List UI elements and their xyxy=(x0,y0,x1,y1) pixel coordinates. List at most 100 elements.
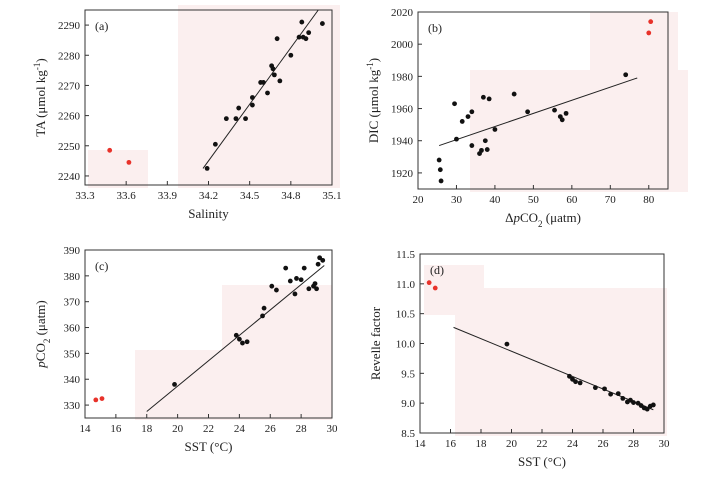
data-point xyxy=(312,281,318,286)
data-point xyxy=(306,286,312,292)
data-point xyxy=(437,167,443,173)
x-tick-label: 34.5 xyxy=(240,190,260,202)
data-point xyxy=(563,110,569,116)
data-point xyxy=(454,136,459,142)
x-tick-label: 20 xyxy=(506,438,518,450)
data-point xyxy=(623,72,629,78)
data-point xyxy=(469,109,475,115)
data-point xyxy=(465,114,471,119)
data-point xyxy=(525,109,531,115)
y-tick-label: 340 xyxy=(64,374,81,386)
x-tick-label: 50 xyxy=(528,194,540,206)
x-tick-label: 16 xyxy=(110,423,122,435)
data-point xyxy=(260,313,265,319)
red-data-point xyxy=(646,30,652,36)
y-tick-label: 380 xyxy=(64,271,81,283)
y-tick-label: 10.5 xyxy=(396,309,416,321)
data-point xyxy=(320,257,326,263)
red-data-point xyxy=(432,285,438,291)
data-point xyxy=(303,36,309,42)
data-point xyxy=(261,305,267,311)
x-axis-title: ΔpCO2 (μatm) xyxy=(505,210,581,229)
data-point xyxy=(250,95,255,100)
x-axis-title: Salinity xyxy=(188,206,229,221)
panel-c: 14 16 18 20 22 24 26 28 30 330 340 350 360 370 380 390 (… xyxy=(33,245,338,454)
y-axis-title: DIC (μmol kg-1) xyxy=(365,58,381,143)
x-tick-label: 20 xyxy=(172,423,184,435)
y-tick-label: 390 xyxy=(64,245,81,257)
data-point xyxy=(244,339,250,345)
y-tick-label: 2270 xyxy=(58,80,81,92)
x-tick-label: 28 xyxy=(296,423,308,435)
x-tick-label: 40 xyxy=(489,194,501,206)
x-tick-label: 14 xyxy=(80,423,92,435)
y-tick-label: 370 xyxy=(64,297,81,309)
data-point xyxy=(269,283,275,289)
background-tint xyxy=(455,288,667,436)
y-tick-label: 10.0 xyxy=(396,339,416,351)
data-point xyxy=(212,141,218,147)
data-point xyxy=(484,147,490,152)
data-point xyxy=(298,277,304,283)
y-tick-label: 8.5 xyxy=(401,428,415,440)
x-tick-label: 34.2 xyxy=(199,190,218,202)
x-tick-label: 30 xyxy=(451,194,463,206)
background-tint xyxy=(178,5,340,188)
y-tick-label: 2260 xyxy=(58,111,81,123)
regression-line xyxy=(146,265,325,412)
regression-line xyxy=(453,326,654,411)
background-tint xyxy=(88,150,148,188)
x-tick-label: 26 xyxy=(265,423,277,435)
y-axis-title: TA (μmol kg-1) xyxy=(32,58,48,136)
background-tint xyxy=(222,285,332,420)
data-point xyxy=(250,102,255,108)
y-tick-label: 9.5 xyxy=(401,368,415,380)
y-tick-label: 9.0 xyxy=(401,398,415,410)
background-tint xyxy=(590,12,678,70)
x-tick-label: 60 xyxy=(566,194,578,206)
x-tick-label: 20 xyxy=(413,194,425,206)
data-point xyxy=(492,127,498,132)
red-data-point xyxy=(426,280,432,286)
x-tick-label: 80 xyxy=(643,194,655,206)
x-tick-label: 18 xyxy=(476,438,488,450)
data-point xyxy=(277,78,283,84)
data-point xyxy=(270,66,276,72)
data-point xyxy=(469,143,475,148)
data-point xyxy=(287,278,293,284)
data-point xyxy=(233,332,239,338)
data-point xyxy=(511,91,517,97)
data-point xyxy=(243,116,248,122)
x-axis-title: SST (°C) xyxy=(518,454,566,469)
data-point xyxy=(620,395,626,401)
red-data-point xyxy=(648,19,654,25)
data-point xyxy=(644,406,650,412)
data-point xyxy=(552,107,557,113)
red-data-point xyxy=(93,397,99,403)
data-point xyxy=(294,276,299,281)
x-tick-label: 22 xyxy=(203,423,214,435)
x-tick-label: 34.8 xyxy=(281,190,301,202)
panel-label: (a) xyxy=(95,19,108,33)
data-point xyxy=(480,94,486,100)
data-point xyxy=(504,341,510,347)
regression-line xyxy=(438,77,638,147)
panel-label: (d) xyxy=(430,263,444,277)
y-tick-label: 1940 xyxy=(391,136,414,148)
x-tick-label: 30 xyxy=(659,438,671,450)
data-point xyxy=(292,291,298,297)
data-point xyxy=(299,19,305,25)
data-point xyxy=(438,178,444,184)
y-tick-label: 1980 xyxy=(391,71,414,83)
data-point xyxy=(172,382,177,387)
data-point xyxy=(567,373,572,379)
data-point xyxy=(459,119,465,124)
data-point xyxy=(306,30,312,36)
x-tick-label: 33.6 xyxy=(117,190,137,202)
data-point xyxy=(631,400,636,405)
y-tick-label: 1920 xyxy=(391,168,414,180)
background-tint xyxy=(135,350,235,420)
x-tick-label: 14 xyxy=(415,438,427,450)
data-point xyxy=(288,52,294,58)
